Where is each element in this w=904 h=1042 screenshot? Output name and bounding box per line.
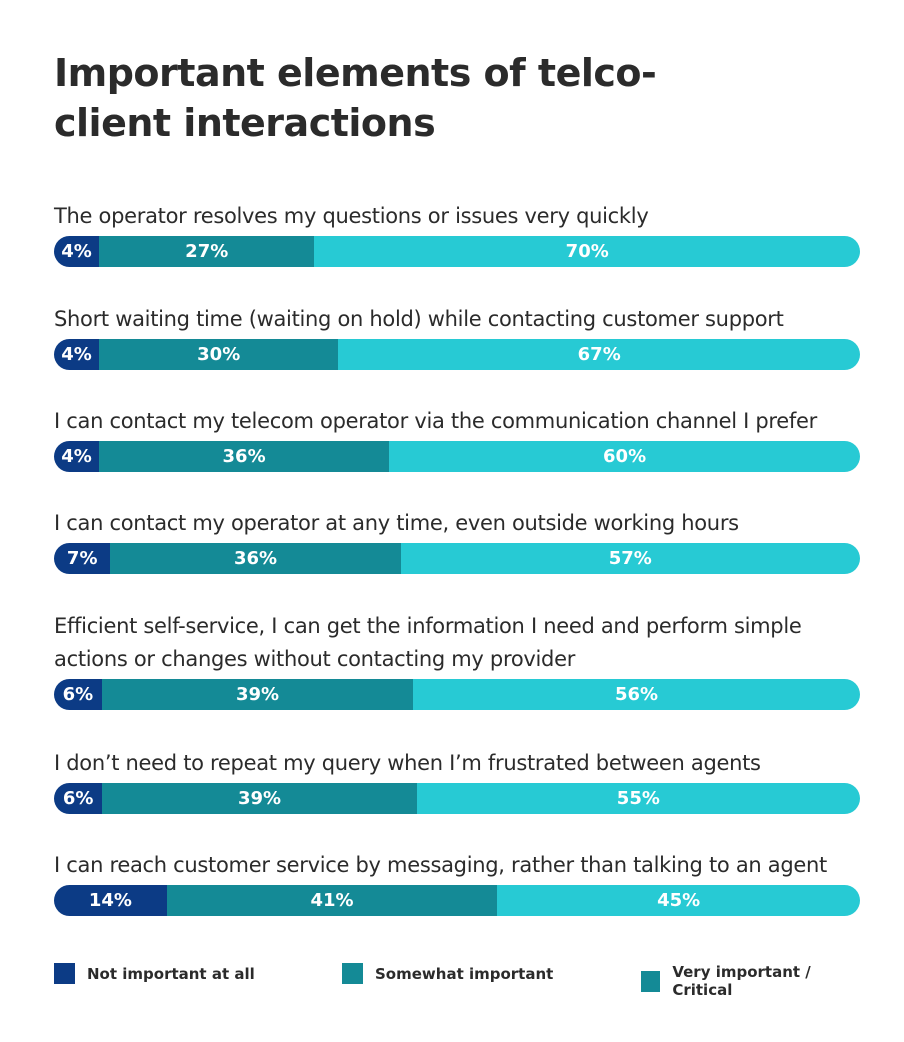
category-label: I can reach customer service by messagin… xyxy=(54,853,827,877)
stacked-bar: 6% 39% 56% xyxy=(54,679,860,710)
bar-segment: 6% xyxy=(54,679,102,710)
bar-row: Short waiting time (waiting on hold) whi… xyxy=(54,303,860,370)
bar-row: The operator resolves my questions or is… xyxy=(54,200,860,267)
bar-segment: 70% xyxy=(314,236,860,267)
bar-row: I don’t need to repeat my query when I’m… xyxy=(54,747,860,814)
bar-segment: 4% xyxy=(54,441,99,472)
legend-item: Somewhat important xyxy=(342,963,553,984)
bar-row: I can contact my telecom operator via th… xyxy=(54,405,860,472)
category-label: Short waiting time (waiting on hold) whi… xyxy=(54,307,784,331)
bar-segment: 4% xyxy=(54,339,99,370)
bar-segment: 39% xyxy=(102,783,417,814)
stacked-bar: 14% 41% 45% xyxy=(54,885,860,916)
bar-segment: 60% xyxy=(389,441,860,472)
stacked-bar: 4% 30% 67% xyxy=(54,339,860,370)
bar-row: I can reach customer service by messagin… xyxy=(54,849,860,916)
legend-label: Not important at all xyxy=(87,964,255,983)
legend-item: Very important / Critical xyxy=(641,963,860,999)
bar-segment: 56% xyxy=(413,679,860,710)
bar-segment: 27% xyxy=(99,236,315,267)
legend-swatch xyxy=(342,963,363,984)
legend-label: Somewhat important xyxy=(375,964,554,983)
bar-segment: 36% xyxy=(110,543,401,574)
category-label: I can contact my operator at any time, e… xyxy=(54,511,739,535)
chart-title: Important elements of telco-client inter… xyxy=(54,51,657,145)
category-label: I can contact my telecom operator via th… xyxy=(54,409,817,433)
bar-segment: 39% xyxy=(101,679,414,710)
bar-row: I can contact my operator at any time, e… xyxy=(54,507,860,574)
legend-swatch xyxy=(54,963,75,984)
stacked-bar: 4% 36% 60% xyxy=(54,441,860,472)
legend-swatch xyxy=(641,970,661,992)
bar-segment: 4% xyxy=(54,236,99,267)
legend-item: Not important at all xyxy=(54,963,255,984)
legend-label: Very important / Critical xyxy=(672,963,811,999)
category-label: I don’t need to repeat my query when I’m… xyxy=(54,751,761,775)
bar-segment: 30% xyxy=(99,339,339,370)
bar-segment: 41% xyxy=(166,885,498,916)
bar-segment: 67% xyxy=(338,339,860,370)
bar-segment: 57% xyxy=(400,543,860,574)
bar-segment: 45% xyxy=(497,885,860,916)
bar-segment: 36% xyxy=(99,441,390,472)
bar-segment: 6% xyxy=(54,783,103,814)
bar-row: Efficient self-service, I can get the in… xyxy=(54,610,860,710)
category-label: The operator resolves my questions or is… xyxy=(54,204,649,228)
bar-segment: 14% xyxy=(54,885,167,916)
bar-segment: 55% xyxy=(416,783,860,814)
stacked-bar: 6% 39% 55% xyxy=(54,783,860,814)
bar-segment: 7% xyxy=(54,543,111,574)
stacked-bar: 4% 27% 70% xyxy=(54,236,860,267)
category-label: Efficient self-service, I can get the in… xyxy=(54,614,802,671)
stacked-bar: 7% 36% 57% xyxy=(54,543,860,574)
